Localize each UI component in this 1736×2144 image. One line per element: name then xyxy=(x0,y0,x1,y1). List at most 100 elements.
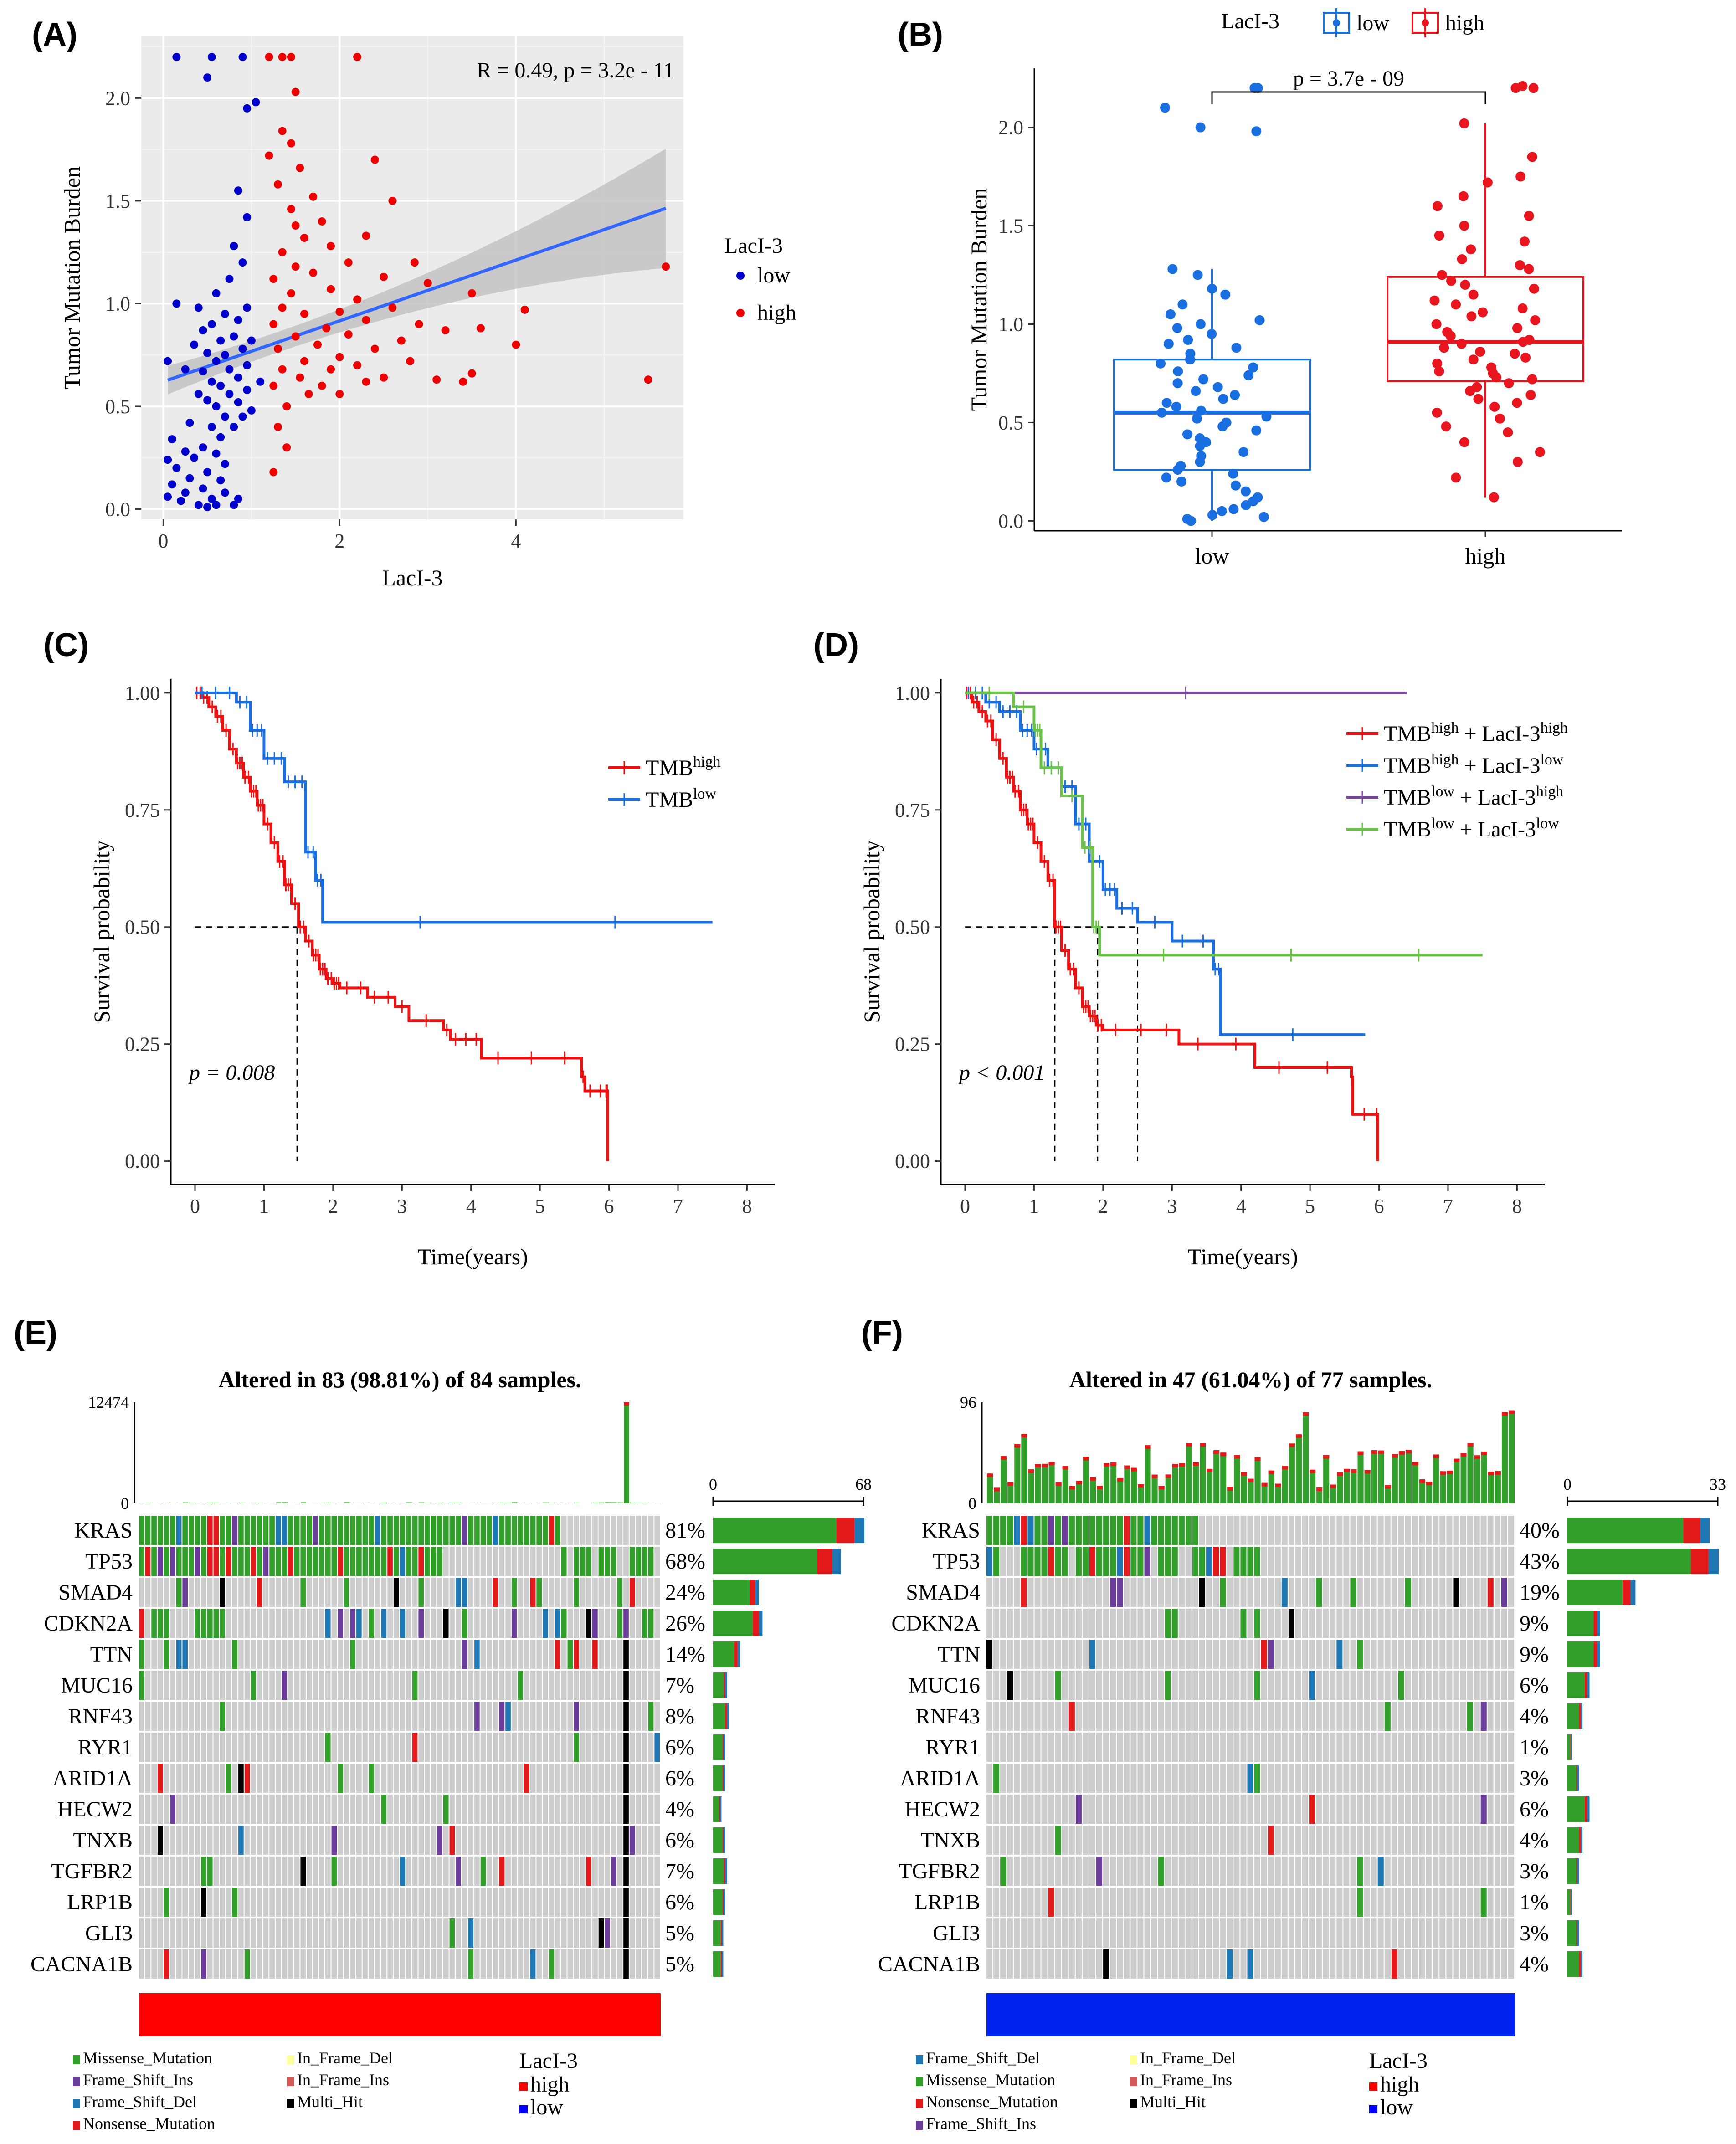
oncoplot-cell xyxy=(1048,1640,1054,1669)
tmb-bar xyxy=(276,1502,282,1503)
oncoplot-cell xyxy=(325,1857,331,1886)
oncoplot-cell xyxy=(369,1733,374,1762)
scatter-point-low xyxy=(203,468,212,477)
superscript: high xyxy=(693,754,720,770)
oncoplot-cell xyxy=(487,1764,492,1793)
oncoplot-cell xyxy=(1055,1888,1061,1917)
oncoplot-cell xyxy=(294,1516,300,1545)
x-tick-label: 4 xyxy=(511,530,521,552)
jitter-point-low xyxy=(1228,504,1239,514)
oncoplot-cell xyxy=(431,1578,437,1607)
oncoplot-cell xyxy=(493,1547,498,1576)
tmb-bar xyxy=(1467,1443,1474,1503)
oncoplot-cell xyxy=(605,1857,610,1886)
gene-label: GLI3 xyxy=(933,1921,980,1945)
oncoplot-cell xyxy=(275,1578,281,1607)
side-bar-missense xyxy=(713,1518,837,1543)
oncoplot-cell xyxy=(1027,1795,1034,1824)
tmb-bar-cap xyxy=(1172,1464,1178,1468)
oncoplot-cell xyxy=(1480,1764,1487,1793)
oncoplot-cell xyxy=(226,1609,231,1638)
oncoplot-cell xyxy=(1007,1547,1013,1576)
oncoplot-cell xyxy=(449,1671,455,1700)
oncoplot-cell xyxy=(642,1888,647,1917)
oncoplot-cell xyxy=(1433,1547,1439,1576)
oncoplot-cell xyxy=(313,1516,318,1545)
oncoplot-cell xyxy=(1000,1609,1007,1638)
jitter-point-low xyxy=(1167,264,1178,274)
oncoplot-cell xyxy=(226,1578,231,1607)
oncoplot-cell xyxy=(139,1857,144,1886)
gene-label: ARID1A xyxy=(52,1766,133,1790)
scatter-point-low xyxy=(230,332,238,341)
oncoplot-cell xyxy=(1494,1640,1500,1669)
oncoplot-cell xyxy=(238,1702,244,1731)
oncoplot-cell xyxy=(164,1609,169,1638)
oncoplot-cell xyxy=(1144,1733,1150,1762)
oncoplot-cell xyxy=(986,1640,993,1669)
oncoplot-cell xyxy=(561,1888,567,1917)
oncoplot-cell xyxy=(288,1609,293,1638)
oncoplot-cell xyxy=(1474,1702,1480,1731)
oncoplot-cell xyxy=(1110,1795,1116,1824)
oncoplot-cell xyxy=(524,1516,529,1545)
tmb-bar-cap xyxy=(1302,1412,1309,1416)
oncoplot-cell xyxy=(431,1888,437,1917)
oncoplot-cell xyxy=(1439,1949,1446,1979)
oncoplot-cell xyxy=(406,1918,411,1948)
oncoplot-cell xyxy=(1295,1640,1301,1669)
oncoplot-cell xyxy=(487,1888,492,1917)
oncoplot-cell xyxy=(164,1702,169,1731)
oncoplot-cell xyxy=(412,1857,418,1886)
oncoplot-cell xyxy=(1206,1795,1212,1824)
oncoplot-cell xyxy=(282,1857,288,1886)
oncoplot-cell xyxy=(449,1918,455,1948)
oncoplot-cell xyxy=(1288,1733,1294,1762)
oncoplot-cell xyxy=(1274,1888,1281,1917)
scatter-point-high xyxy=(269,320,278,328)
side-bar-missense xyxy=(713,1796,719,1822)
oncoplot-cell xyxy=(1165,1918,1171,1948)
oncoplot-cell xyxy=(1261,1547,1267,1576)
oncoplot-cell xyxy=(1433,1826,1439,1855)
oncoplot-cell xyxy=(1103,1702,1109,1731)
tmb-bar-cap xyxy=(994,1487,1000,1492)
oncoplot-cell xyxy=(1014,1733,1020,1762)
jitter-point-low xyxy=(1218,394,1228,404)
oncoplot-cell xyxy=(623,1516,629,1545)
oncoplot-cell xyxy=(1384,1640,1391,1669)
oncoplot-cell xyxy=(1137,1888,1144,1917)
oncoplot-cell xyxy=(213,1826,219,1855)
oncoplot-cell xyxy=(182,1702,188,1731)
oncoplot-cell xyxy=(654,1609,660,1638)
oncoplot-cell xyxy=(605,1640,610,1669)
legend-title: LacI-3 xyxy=(1221,9,1279,33)
oncoplot-cell xyxy=(244,1949,250,1979)
scatter-point-high xyxy=(370,344,379,353)
side-bar-fsdel xyxy=(737,1641,740,1667)
tmb-bar xyxy=(1289,1443,1295,1503)
oncoplot-cell xyxy=(1171,1578,1178,1607)
survival-curve xyxy=(195,691,609,1161)
oncoplot-cell xyxy=(331,1547,337,1576)
y-tick-label: 0.5 xyxy=(998,411,1023,434)
oncoplot-cell xyxy=(1426,1578,1432,1607)
oncoplot-cell xyxy=(1419,1547,1425,1576)
oncoplot-cell xyxy=(157,1888,163,1917)
oncoplot-cell xyxy=(313,1949,318,1979)
oncoplot-cell xyxy=(1151,1918,1157,1948)
oncoplot-cell xyxy=(1446,1888,1453,1917)
oncoplot-cell xyxy=(580,1702,586,1731)
oncoplot-cell xyxy=(1426,1547,1432,1576)
oncoplot-cell xyxy=(1192,1578,1199,1607)
oncoplot-cell xyxy=(381,1609,387,1638)
oncoplot-cell xyxy=(1048,1671,1054,1700)
oncoplot-cell xyxy=(220,1671,225,1700)
oncoplot-cell xyxy=(1014,1609,1020,1638)
oncoplot-cell xyxy=(1508,1609,1514,1638)
oncoplot-cell xyxy=(400,1733,406,1762)
oncoplot-cell xyxy=(406,1764,411,1793)
oncoplot-cell xyxy=(207,1609,213,1638)
oncoplot-cell xyxy=(617,1578,623,1607)
oncoplot-cell xyxy=(1192,1671,1199,1700)
